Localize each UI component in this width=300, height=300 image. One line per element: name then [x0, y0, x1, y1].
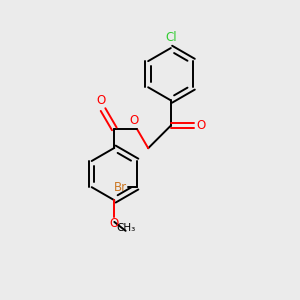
Text: CH₃: CH₃ [117, 224, 136, 233]
Text: Cl: Cl [165, 32, 177, 44]
Text: O: O [110, 217, 119, 230]
Text: Br: Br [113, 181, 127, 194]
Text: O: O [96, 94, 106, 107]
Text: O: O [129, 113, 139, 127]
Text: O: O [196, 119, 205, 132]
